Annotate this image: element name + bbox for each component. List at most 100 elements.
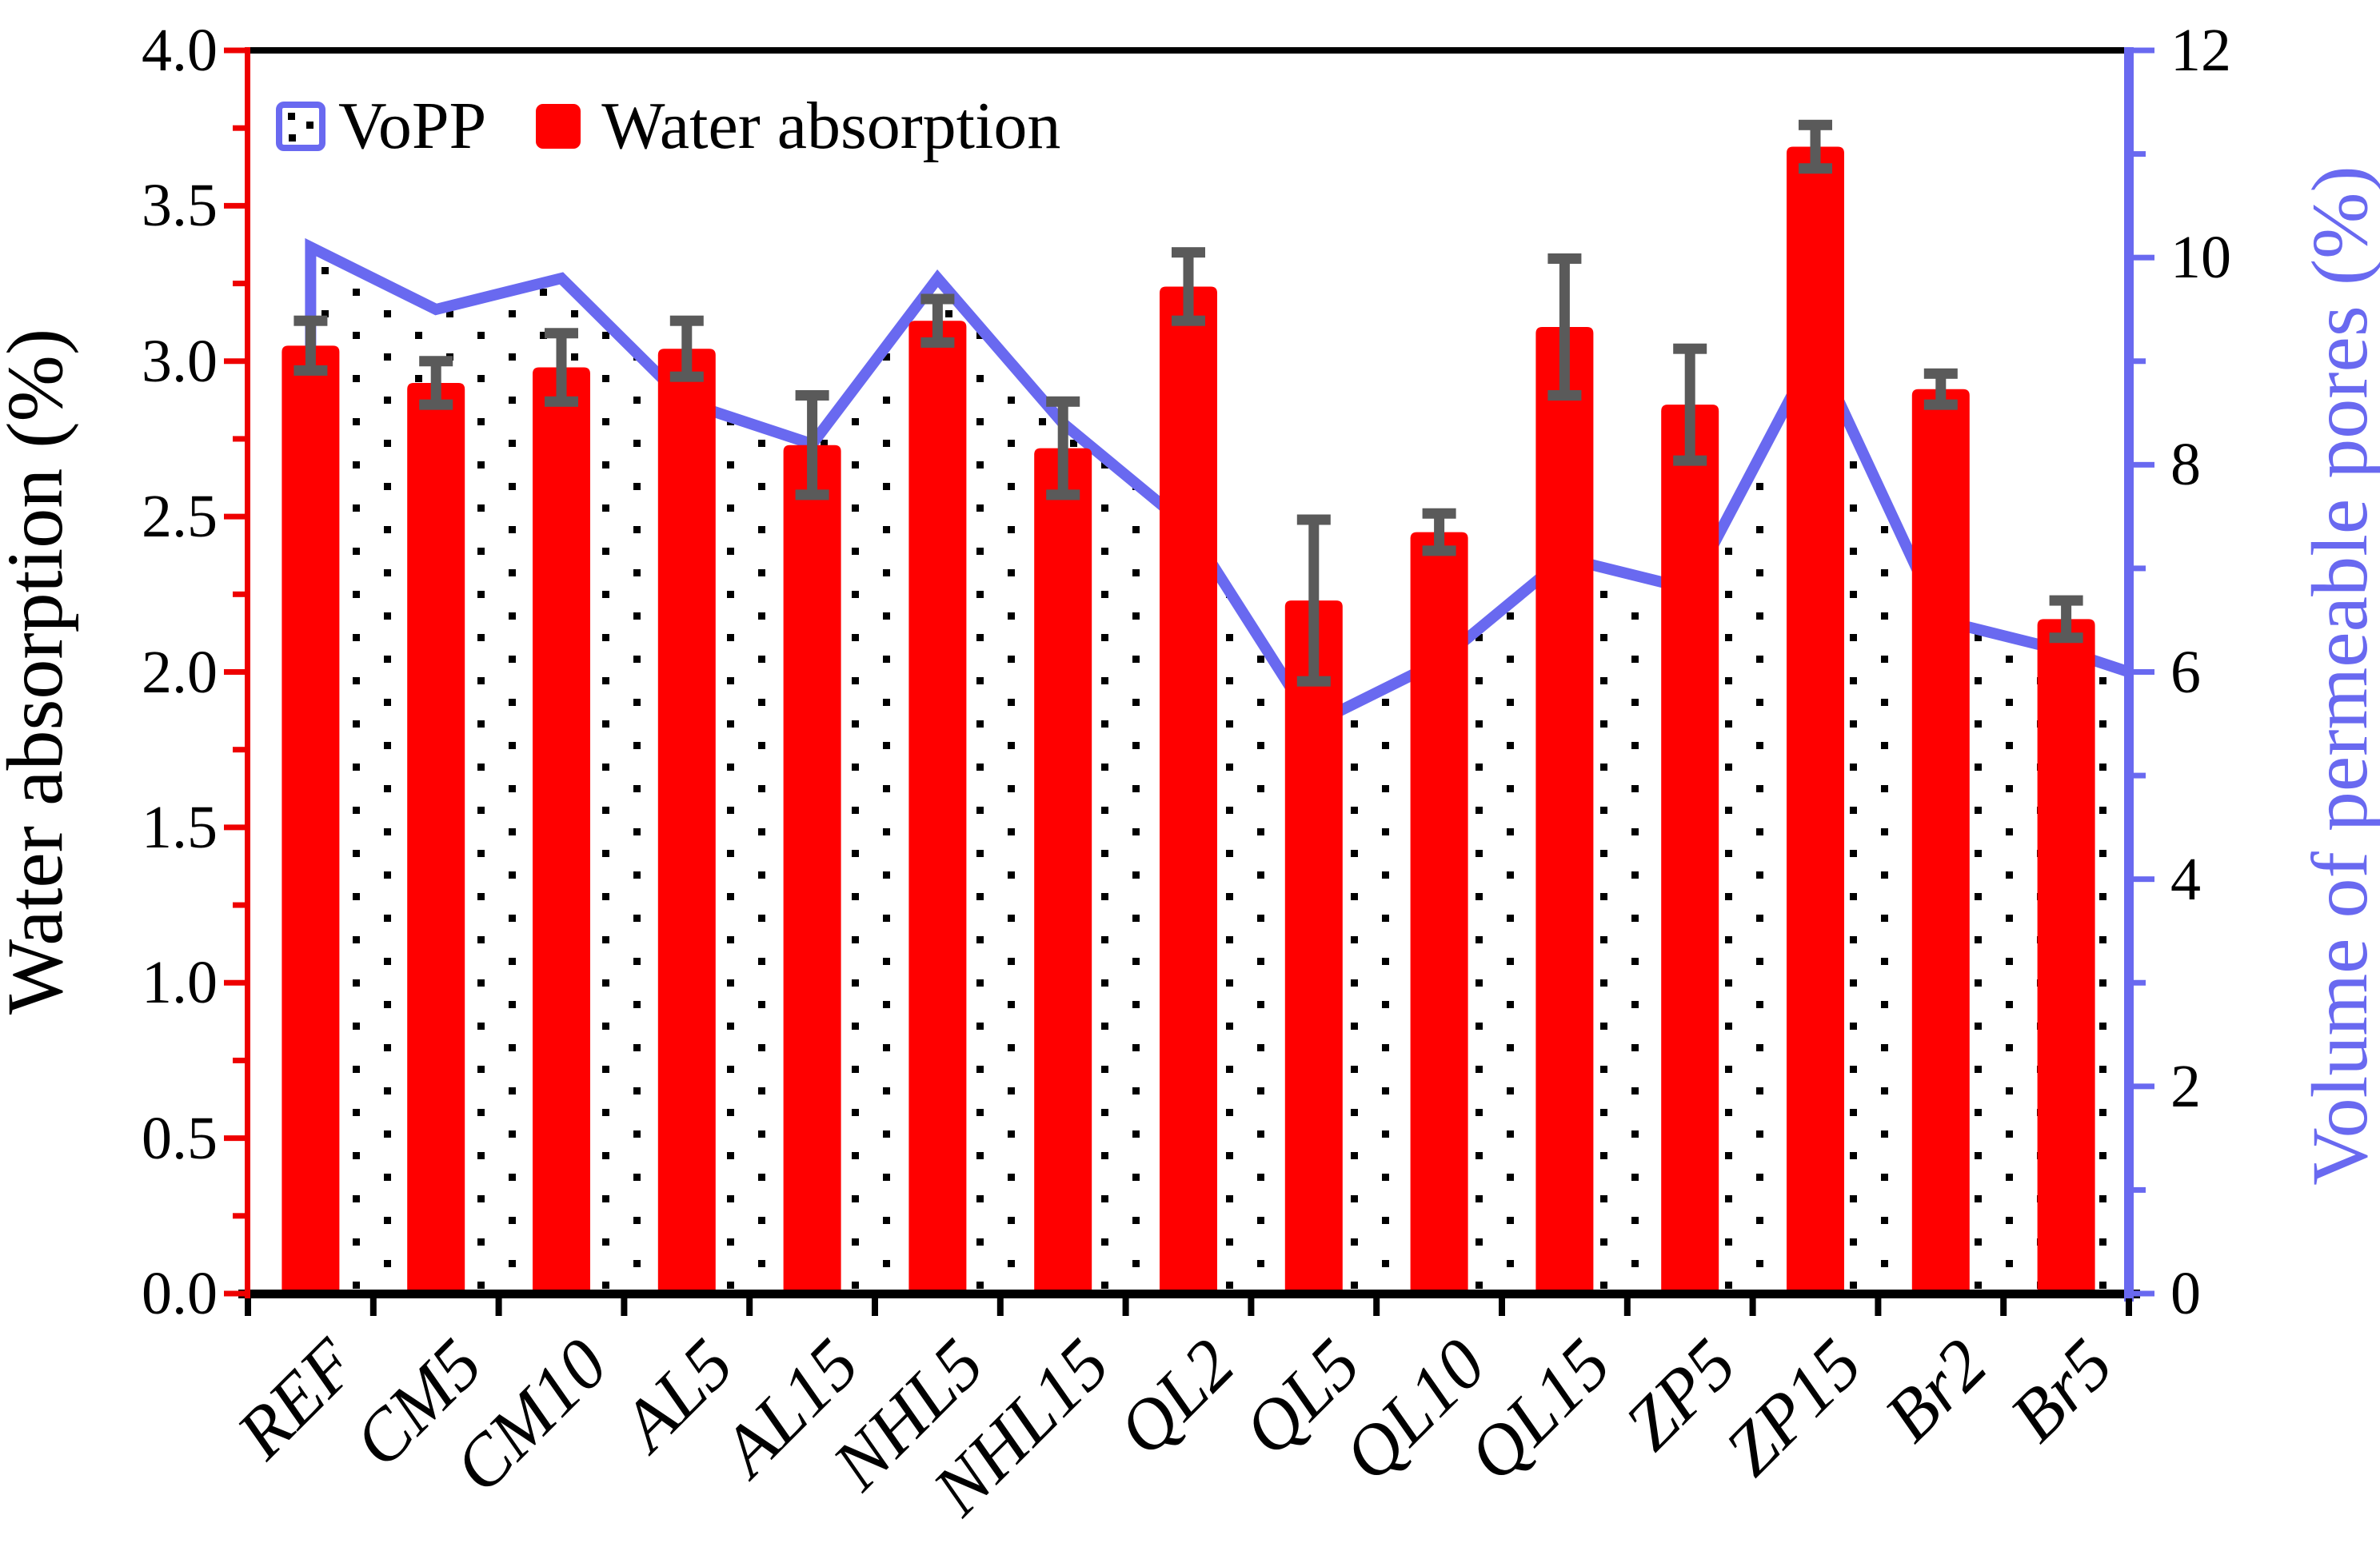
bar-NHL5	[908, 321, 967, 1294]
x-tick	[746, 1298, 753, 1316]
left-tick-label-1.5: 1.5	[142, 793, 218, 861]
x-tick	[621, 1298, 628, 1316]
left-tick	[224, 47, 245, 54]
x-tick	[1248, 1298, 1255, 1316]
x-tick	[996, 1298, 1004, 1316]
left-tick	[224, 669, 245, 675]
bar-CM10	[533, 367, 590, 1294]
bar-QL2	[1160, 286, 1217, 1294]
right-tick	[2134, 876, 2154, 883]
right-tick-label-8: 8	[2170, 431, 2201, 499]
error-bar-CM10	[545, 328, 578, 407]
error-bar-NHL5	[920, 293, 955, 348]
right-tick	[2134, 772, 2146, 779]
right-spine	[2124, 47, 2134, 1302]
x-tick	[872, 1298, 878, 1316]
right-tick	[2134, 565, 2146, 572]
right-tick	[2134, 254, 2154, 261]
bar-QL15	[1535, 326, 1594, 1294]
x-tick	[1499, 1298, 1505, 1316]
left-tick-label-2.5: 2.5	[142, 483, 218, 551]
bar-ZP15	[1787, 146, 1844, 1294]
x-tick	[1373, 1298, 1380, 1316]
error-bar-QL2	[1172, 247, 1205, 326]
right-tick	[2134, 669, 2154, 675]
left-tick-label-4.0: 4.0	[142, 17, 218, 84]
error-bar-Br5	[2049, 595, 2083, 644]
bar-AL15	[783, 445, 841, 1294]
left-tick-label-0.0: 0.0	[142, 1260, 218, 1327]
left-tick	[233, 591, 245, 597]
bottom-spine	[238, 1290, 2140, 1298]
left-tick	[224, 1290, 245, 1297]
error-bar-Br2	[1923, 368, 1958, 410]
left-tick	[224, 202, 245, 209]
legend: VoPP Water absorption	[276, 93, 1060, 160]
right-tick-label-2: 2	[2170, 1052, 2201, 1120]
x-tick	[245, 1298, 251, 1316]
bar-Br5	[2037, 619, 2095, 1294]
left-tick	[233, 902, 245, 908]
error-bar-CM5	[419, 356, 453, 410]
error-bar-QL15	[1547, 253, 1582, 401]
right-tick	[2134, 1290, 2154, 1297]
right-axis-title: Volume of permeable pores (%)	[2295, 165, 2380, 1186]
legend-swatch-water-absorption	[536, 104, 581, 149]
error-bar-ZP15	[1799, 119, 1832, 174]
left-spine	[245, 47, 250, 1302]
x-tick	[1122, 1298, 1129, 1316]
right-tick-label-4: 4	[2170, 845, 2201, 913]
right-tick	[2134, 1186, 2146, 1193]
error-bar-AL15	[795, 390, 829, 500]
right-tick-label-0: 0	[2170, 1260, 2201, 1327]
left-tick	[233, 125, 245, 131]
left-tick-label-1.0: 1.0	[142, 949, 218, 1017]
error-bar-QL5	[1296, 514, 1331, 687]
bar-ZP5	[1661, 405, 1719, 1294]
x-tick	[495, 1298, 502, 1316]
error-bar-REF	[294, 315, 328, 376]
top-spine	[245, 47, 2129, 54]
right-tick	[2134, 461, 2154, 468]
bar-CM5	[407, 382, 465, 1294]
legend-label-water-absorption: Water absorption	[601, 89, 1061, 163]
legend-label-vopp: VoPP	[338, 89, 487, 163]
left-tick-label-2.0: 2.0	[142, 638, 218, 706]
x-tick	[369, 1298, 377, 1316]
bar-QL5	[1284, 600, 1343, 1294]
left-tick	[224, 358, 245, 365]
right-tick-label-12: 12	[2170, 17, 2231, 84]
right-tick	[2134, 1083, 2154, 1090]
right-tick	[2134, 151, 2146, 157]
x-tick	[2126, 1298, 2132, 1316]
left-tick	[233, 1213, 245, 1219]
x-tick	[1749, 1298, 1756, 1316]
left-tick	[233, 1057, 245, 1063]
left-tick	[233, 281, 245, 287]
bar-REF	[282, 345, 340, 1294]
error-bar-AL5	[669, 315, 704, 382]
bar-AL5	[657, 349, 716, 1294]
left-tick	[233, 747, 245, 753]
bar-NHL15	[1034, 448, 1092, 1294]
bar-Br2	[1911, 389, 1970, 1294]
left-tick	[224, 1135, 245, 1142]
left-tick-label-0.5: 0.5	[142, 1104, 218, 1172]
right-tick	[2134, 358, 2146, 365]
x-tick	[1875, 1298, 1882, 1316]
error-bar-ZP5	[1673, 343, 1707, 466]
x-tick	[1623, 1298, 1631, 1316]
right-tick-label-10: 10	[2170, 224, 2231, 292]
left-tick-label-3.0: 3.0	[142, 327, 218, 395]
left-tick-label-3.5: 3.5	[142, 172, 218, 240]
left-tick	[224, 979, 245, 986]
x-tick	[2000, 1298, 2007, 1316]
right-tick-label-6: 6	[2170, 638, 2201, 706]
right-tick	[2134, 979, 2146, 986]
left-tick	[224, 513, 245, 520]
error-bar-NHL15	[1046, 396, 1080, 500]
error-bar-QL10	[1422, 508, 1456, 556]
left-tick	[233, 436, 245, 442]
